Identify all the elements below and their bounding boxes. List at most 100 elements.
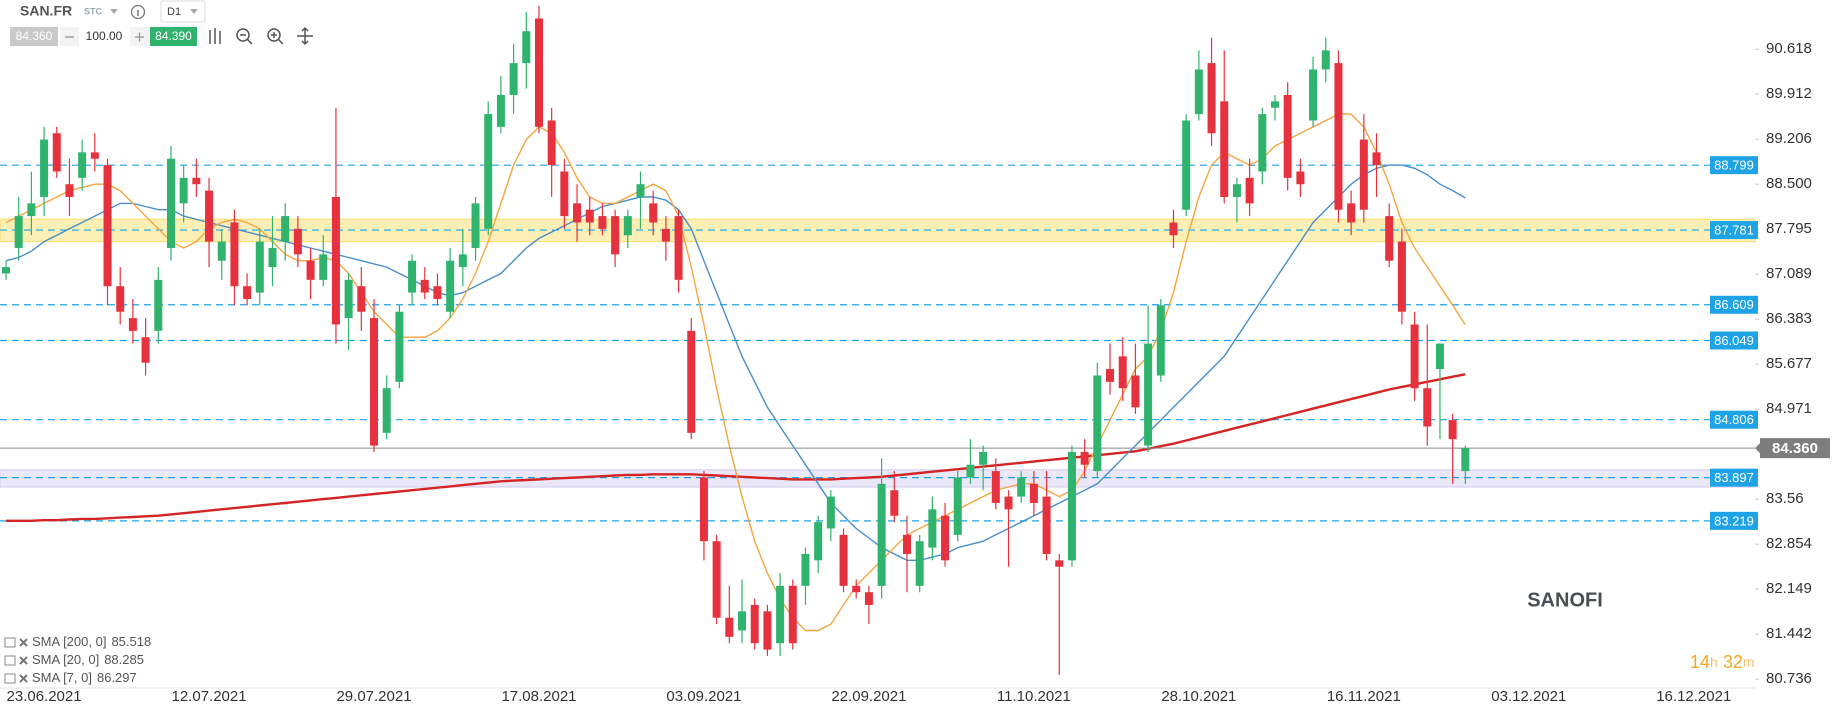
candle-body bbox=[65, 184, 74, 197]
candle-body bbox=[408, 260, 417, 293]
y-tick-label: 85.677 bbox=[1766, 355, 1812, 372]
info-icon[interactable] bbox=[130, 4, 146, 20]
x-tick-label: 28.10.2021 bbox=[1161, 688, 1236, 705]
candle-body bbox=[1283, 94, 1292, 178]
dropdown-arrow[interactable] bbox=[110, 9, 118, 14]
candle-body bbox=[331, 196, 340, 325]
x-tick-label: 12.07.2021 bbox=[172, 688, 247, 705]
candle-body bbox=[357, 286, 366, 312]
last-price-label: 84.360 bbox=[1772, 440, 1818, 457]
pan-icon[interactable] bbox=[297, 26, 313, 46]
candle-body bbox=[319, 254, 328, 280]
candle-body bbox=[674, 216, 683, 280]
candle-body bbox=[788, 585, 797, 644]
candle-body bbox=[725, 617, 734, 637]
candle-body bbox=[179, 177, 188, 204]
candle-body bbox=[915, 541, 924, 586]
legend-entry: SMA [7, 0] 86.297 bbox=[4, 670, 137, 685]
level-label-box bbox=[1710, 295, 1758, 314]
legend-name: SMA [200, 0] bbox=[32, 634, 106, 649]
candle-body bbox=[1410, 324, 1419, 389]
candle-body bbox=[1359, 139, 1368, 210]
candle-body bbox=[192, 177, 201, 185]
candle-body bbox=[699, 477, 708, 542]
candle-body bbox=[446, 260, 455, 312]
countdown-minutes: 32 bbox=[1723, 652, 1743, 672]
candle-body bbox=[839, 534, 848, 586]
candle-body bbox=[890, 490, 899, 516]
candle-body bbox=[370, 318, 379, 446]
candle-body bbox=[1321, 50, 1330, 70]
y-tick-label: 88.500 bbox=[1766, 175, 1812, 192]
candle-body bbox=[928, 509, 937, 548]
legend-name: SMA [20, 0] bbox=[32, 652, 99, 667]
candle-body bbox=[687, 330, 696, 433]
last-price-box bbox=[1760, 438, 1830, 459]
level-label-box bbox=[1710, 511, 1758, 530]
zoom-in-icon[interactable] bbox=[267, 28, 281, 42]
plot-area: 90.618 89.912 89.206 88.500 87.795 87.089 86.3… bbox=[0, 5, 1830, 705]
candle-body bbox=[1232, 184, 1241, 197]
bid-box[interactable] bbox=[10, 27, 58, 46]
zoom-out-icon[interactable] bbox=[236, 28, 250, 42]
candle-body bbox=[979, 451, 988, 465]
symbol[interactable]: SAN.FR bbox=[20, 3, 72, 19]
candle-body bbox=[1182, 120, 1191, 210]
candle-body bbox=[40, 139, 49, 197]
candle-body bbox=[776, 585, 785, 644]
chart-type-icon[interactable] bbox=[209, 28, 221, 44]
candle-body bbox=[255, 241, 264, 293]
candle-body bbox=[103, 165, 112, 287]
candle-body bbox=[1461, 448, 1470, 472]
candle-body bbox=[420, 279, 429, 293]
level-label: 87.781 bbox=[1714, 222, 1754, 237]
candle-body bbox=[243, 286, 252, 299]
candle-body bbox=[395, 311, 404, 382]
candle-body bbox=[2, 267, 10, 274]
ask-box[interactable] bbox=[150, 27, 197, 46]
quantity[interactable]: 100.00 bbox=[86, 29, 123, 43]
candle-body bbox=[1042, 496, 1051, 554]
level-label-box bbox=[1710, 331, 1758, 350]
candle-body bbox=[1435, 343, 1444, 370]
market: STC bbox=[84, 6, 103, 16]
candle-body bbox=[344, 279, 353, 319]
candle-body bbox=[1271, 101, 1279, 108]
legend-remove-icon[interactable] bbox=[19, 638, 28, 647]
candle-body bbox=[941, 515, 950, 561]
candle-body bbox=[205, 190, 214, 242]
y-tick-label: 87.795 bbox=[1766, 220, 1812, 237]
candle-body bbox=[560, 171, 569, 217]
timeframe-box[interactable] bbox=[160, 0, 206, 23]
legend-value: 88.285 bbox=[104, 652, 144, 667]
candle-body bbox=[27, 203, 36, 217]
sma-line bbox=[5, 164, 1466, 561]
candle-body bbox=[522, 31, 531, 64]
candle-body bbox=[1220, 101, 1229, 197]
candle-body bbox=[1423, 388, 1432, 427]
candle-body bbox=[78, 152, 87, 178]
level-label: 83.897 bbox=[1714, 470, 1754, 485]
y-tick-label: 90.618 bbox=[1766, 40, 1812, 57]
legend-entry: SMA [20, 0] 88.285 bbox=[4, 652, 144, 667]
candle-body bbox=[1106, 369, 1115, 382]
legend-remove-icon[interactable] bbox=[19, 674, 28, 683]
y-tick-label: 84.971 bbox=[1766, 400, 1812, 417]
candle-body bbox=[166, 158, 175, 248]
candle-body bbox=[1169, 222, 1178, 236]
candle-body bbox=[484, 114, 493, 229]
candle-body bbox=[1067, 451, 1076, 561]
candle-body bbox=[509, 63, 518, 95]
candle-body bbox=[1004, 496, 1013, 510]
candle-body bbox=[623, 216, 632, 236]
candle-body bbox=[1156, 305, 1165, 376]
candle-body bbox=[826, 496, 835, 529]
legend-remove-icon[interactable] bbox=[19, 656, 28, 665]
candle-body bbox=[1118, 356, 1127, 389]
candle-body bbox=[763, 611, 772, 650]
candle-body bbox=[953, 477, 962, 535]
legend-label: SMA [7, 0] 86.297 bbox=[32, 670, 137, 685]
x-tick-label: 17.08.2021 bbox=[501, 688, 576, 705]
